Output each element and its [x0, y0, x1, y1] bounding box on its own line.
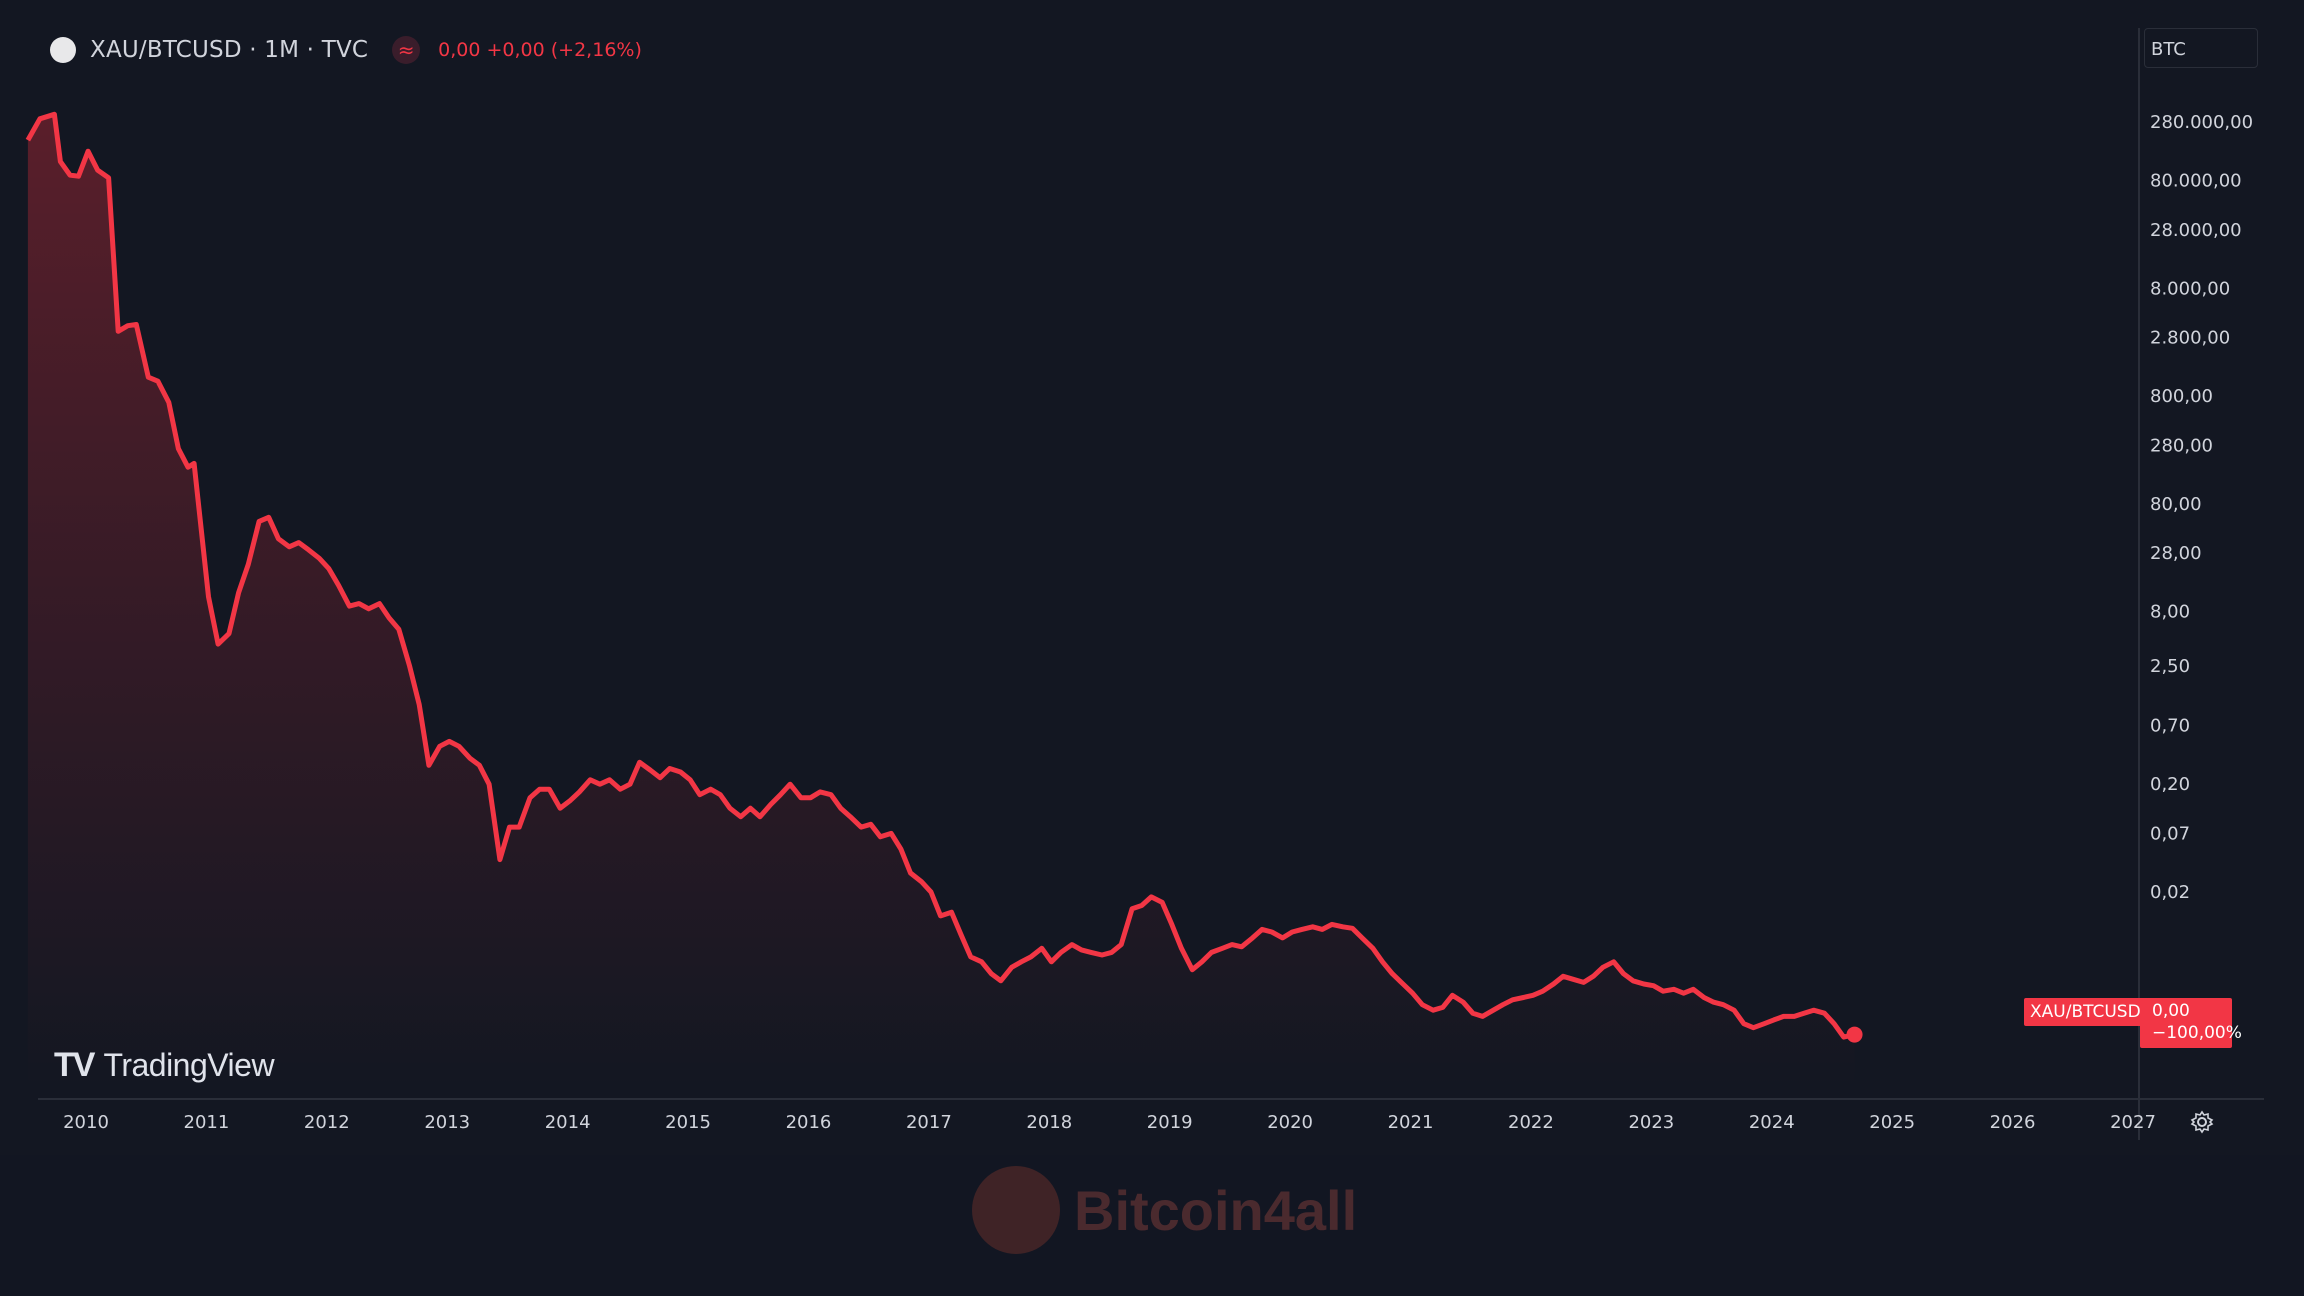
brand-text: Bitcoin4all — [1074, 1178, 1358, 1242]
y-tick-label: 280,00 — [2150, 435, 2213, 456]
time-axis[interactable]: 2010 2011 2012 2013 2014 2015 2016 2017 2018 2019… — [63, 1112, 2156, 1133]
x-tick-label: 2025 — [1869, 1112, 1915, 1133]
brand-watermark: Bitcoin4all — [972, 1166, 1357, 1254]
x-tick-label: 2018 — [1026, 1112, 1072, 1133]
x-tick-label: 2020 — [1267, 1112, 1313, 1133]
y-tick-label: 0,20 — [2150, 774, 2190, 795]
area-layer — [25, 111, 1863, 1087]
currency-selector[interactable]: BTC — [2144, 28, 2258, 68]
y-tick-label: 2.800,00 — [2150, 328, 2230, 349]
x-tick-label: 2017 — [906, 1112, 952, 1133]
tradingview-watermark[interactable]: TV TradingView — [54, 1046, 275, 1085]
y-tick-label: 0,07 — [2150, 823, 2190, 844]
x-tick-label: 2015 — [665, 1112, 711, 1133]
x-tick-label: 2023 — [1628, 1112, 1674, 1133]
last-price-badge: 0,00 −100,00% — [2140, 998, 2242, 1048]
x-tick-label: 2011 — [184, 1112, 230, 1133]
x-tick-label: 2012 — [304, 1112, 350, 1133]
symbol-logo-icon[interactable] — [50, 37, 76, 63]
page-footer-area — [0, 1155, 2304, 1296]
x-tick-label: 2014 — [545, 1112, 591, 1133]
y-tick-label: 8,00 — [2150, 602, 2190, 623]
ohlc-values: 0,00 +0,00 (+2,16%) — [438, 39, 642, 61]
price-axis[interactable]: 280.000,00 80.000,00 28.000,00 8.000,00 2.80… — [2150, 112, 2253, 903]
symbol-title[interactable]: XAU/BTCUSD · 1M · TVC — [90, 37, 369, 63]
x-tick-label: 2010 — [63, 1112, 109, 1133]
x-tick-label: 2016 — [786, 1112, 832, 1133]
y-tick-label: 0,70 — [2150, 716, 2190, 737]
area-fill — [27, 114, 1855, 1087]
y-tick-label: 8.000,00 — [2150, 278, 2230, 299]
last-value-marker[interactable] — [1846, 1026, 1863, 1043]
y-tick-label: 0,02 — [2150, 882, 2190, 903]
x-tick-label: 2022 — [1508, 1112, 1554, 1133]
chart-header: XAU/BTCUSD · 1M · TVC ≈ 0,00 +0,00 (+2,1… — [50, 32, 642, 68]
y-tick-label: 800,00 — [2150, 386, 2213, 407]
tradingview-logo-icon: TV — [54, 1046, 95, 1084]
x-tick-label: 2027 — [2110, 1112, 2156, 1133]
tradingview-text: TradingView — [103, 1047, 275, 1083]
y-tick-label: 2,50 — [2150, 656, 2190, 677]
gear-icon[interactable] — [2190, 1110, 2214, 1134]
bitcoin-logo-icon — [972, 1166, 1060, 1254]
x-tick-label: 2024 — [1749, 1112, 1795, 1133]
x-tick-label: 2026 — [1990, 1112, 2036, 1133]
series-line[interactable] — [25, 111, 1856, 1040]
x-tick-label: 2019 — [1147, 1112, 1193, 1133]
approx-icon[interactable]: ≈ — [392, 36, 421, 64]
x-tick-label: 2013 — [424, 1112, 470, 1133]
x-tick-label: 2021 — [1388, 1112, 1434, 1133]
last-price-change: −100,00% — [2152, 1023, 2242, 1043]
y-tick-label: 280.000,00 — [2150, 112, 2253, 133]
y-tick-label: 80,00 — [2150, 494, 2202, 515]
y-tick-label: 80.000,00 — [2150, 171, 2242, 192]
series-last-label: XAU/BTCUSD — [2024, 998, 2147, 1026]
y-tick-label: 28,00 — [2150, 543, 2202, 564]
last-price-value: 0,00 — [2152, 1001, 2190, 1021]
y-tick-label: 28.000,00 — [2150, 220, 2242, 241]
